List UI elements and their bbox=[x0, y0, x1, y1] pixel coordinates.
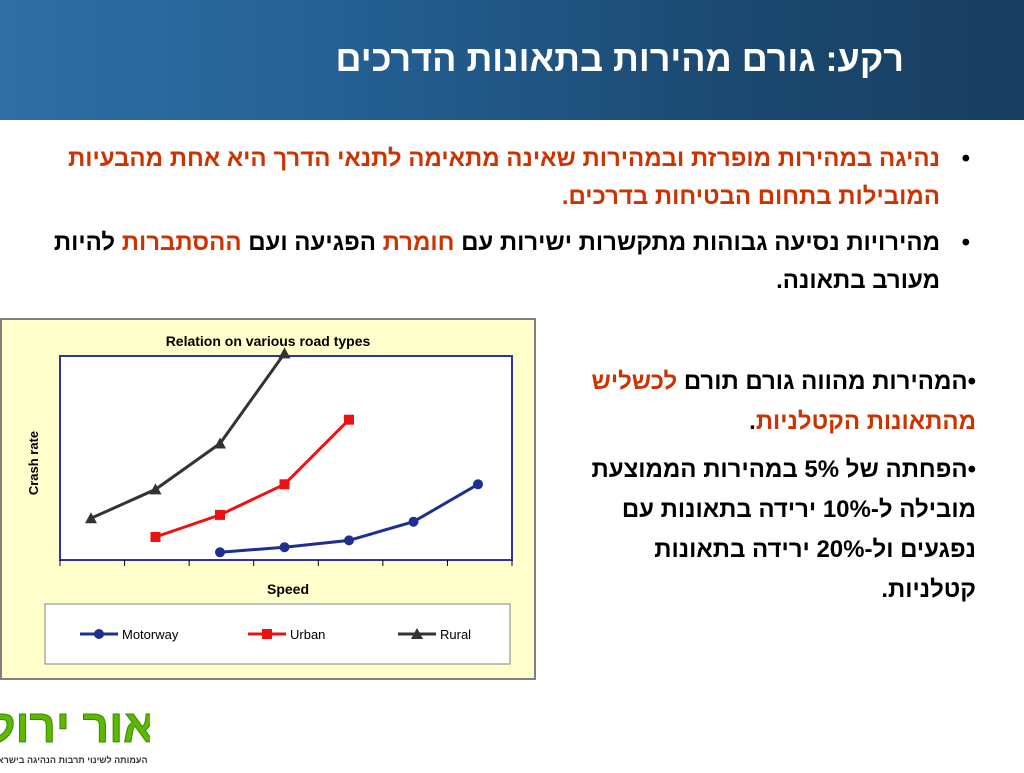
chart-series bbox=[85, 347, 483, 558]
bullet-icon: • bbox=[961, 229, 970, 256]
page-title: רקע: גורם מהירות בתאונות הדרכים bbox=[335, 38, 904, 79]
chart-title: Relation on various road types bbox=[166, 333, 371, 349]
bullet-2-text-a: מהירויות נסיעה גבוהות מתקשרות ישירות עם bbox=[454, 229, 940, 256]
data-point-urban bbox=[150, 532, 161, 542]
bullet-item-2: • מהירויות נסיעה גבוהות מתקשרות ישירות ע… bbox=[44, 224, 974, 300]
top-bullet-list: • נהיגה במהירות מופרזת ובמהירות שאינה מת… bbox=[44, 140, 974, 308]
bullet-2-text-severity: חומרת bbox=[382, 229, 455, 256]
title-bar: רקע: גורם מהירות בתאונות הדרכים bbox=[0, 0, 1024, 120]
legend-item-motorway: Motorway bbox=[80, 627, 179, 642]
logo-wordmark: אור ירוק bbox=[0, 700, 150, 752]
legend-marker-urban bbox=[262, 629, 272, 639]
side-p1-a: •המהירות מהווה גורם תורם bbox=[677, 368, 976, 395]
chart: Relation on various road types Crash rat… bbox=[0, 318, 536, 680]
data-point-urban bbox=[344, 414, 354, 425]
series-line-urban bbox=[155, 418, 351, 539]
side-paragraph-2: •הפחתה של 5% במהירות הממוצעת מובילה ל-10… bbox=[591, 456, 976, 603]
chart-svg: Relation on various road types Crash rat… bbox=[0, 318, 536, 680]
bullet-2-text-probability: ההסתברות bbox=[121, 229, 242, 256]
or-yarok-logo: אור ירוק העמותה לשינוי תרבות הנהיגה בישר… bbox=[0, 690, 155, 768]
legend-marker-motorway bbox=[94, 629, 104, 639]
bullet-item-1: • נהיגה במהירות מופרזת ובמהירות שאינה מת… bbox=[44, 140, 974, 216]
side-p1-c: . bbox=[749, 408, 756, 435]
bullet-2-text-b: הפגיעה ועם bbox=[241, 229, 383, 256]
bullet-1-text: נהיגה במהירות מופרזת ובמהירות שאינה מתאי… bbox=[68, 145, 940, 210]
series-urban bbox=[150, 414, 354, 542]
side-text-block: •המהירות מהווה גורם תורם לכשליש מהתאונות… bbox=[576, 362, 976, 618]
bullet-2-text-c: להיות מעורב בתאונה. bbox=[53, 229, 940, 294]
series-rural bbox=[85, 347, 291, 524]
data-point-rural bbox=[85, 512, 97, 524]
logo-tagline: העמותה לשינוי תרבות הנהיגה בישראל bbox=[0, 755, 148, 765]
logo-svg: אור ירוק העמותה לשינוי תרבות הנהיגה בישר… bbox=[0, 700, 155, 766]
data-point-urban bbox=[215, 509, 225, 520]
side-p1-highlight: לכשליש מהתאונות הקטלניות bbox=[591, 368, 976, 435]
series-motorway bbox=[215, 479, 483, 558]
y-axis-label: Crash rate bbox=[26, 431, 41, 495]
legend-marker-rural bbox=[411, 628, 423, 639]
side-paragraph-1: •המהירות מהווה גורם תורם לכשליש מהתאונות… bbox=[576, 362, 976, 442]
legend-label-urban: Urban bbox=[290, 627, 325, 642]
series-line-rural bbox=[90, 352, 286, 520]
legend-label-rural: Rural bbox=[440, 627, 471, 642]
data-point-motorway bbox=[279, 542, 290, 553]
legend-item-rural: Rural bbox=[398, 627, 471, 642]
data-point-motorway bbox=[215, 547, 225, 558]
legend-item-urban: Urban bbox=[248, 627, 325, 642]
bullet-icon: • bbox=[961, 145, 970, 172]
data-point-motorway bbox=[473, 479, 483, 490]
x-axis-label: Speed bbox=[267, 581, 309, 597]
data-point-rural bbox=[214, 437, 226, 449]
x-axis-ticks bbox=[59, 560, 513, 566]
data-point-rural bbox=[278, 347, 291, 359]
data-point-urban bbox=[279, 479, 290, 490]
plot-area bbox=[59, 355, 513, 561]
data-point-motorway bbox=[408, 516, 419, 527]
legend-label-motorway: Motorway bbox=[122, 627, 179, 642]
data-point-rural bbox=[149, 483, 162, 495]
data-point-motorway bbox=[344, 535, 354, 546]
